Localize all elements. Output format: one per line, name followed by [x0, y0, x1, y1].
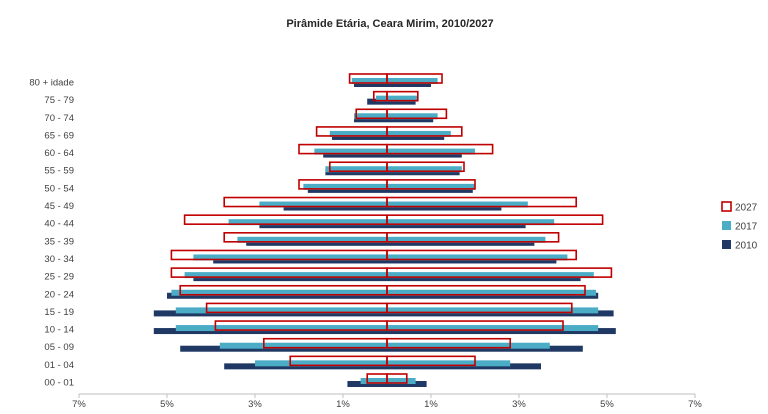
bar-2017-70-74-right	[387, 113, 438, 120]
bar-2027-00-01-right	[386, 373, 408, 384]
bar-2017-80-idade-left	[351, 78, 387, 84]
bar-2017-35-39-left	[237, 236, 387, 243]
bar-2027-80-idade-right	[386, 73, 443, 84]
bar-2017-05-09-left	[219, 342, 387, 349]
y-tick-label-30-34: 30 - 34	[44, 254, 74, 265]
bar-2017-75-79-left	[376, 95, 387, 102]
bar-2027-65-69-right	[386, 126, 463, 137]
bar-2017-30-34-right	[387, 254, 568, 261]
legend-swatch-2017	[722, 221, 731, 230]
bar-2017-00-01-left	[360, 378, 387, 384]
bar-2017-20-24-left	[171, 289, 387, 296]
y-tick-label-05-09: 05 - 09	[44, 342, 74, 353]
bar-2017-00-01-right	[387, 378, 416, 384]
x-tick-label: 7%	[688, 399, 702, 410]
bar-2017-20-24-right	[387, 289, 596, 296]
bar-2017-55-59-left	[325, 166, 387, 173]
bar-2027-10-14-right	[386, 320, 564, 331]
bar-2017-60-64-right	[387, 148, 475, 155]
x-tick-label: 5%	[160, 399, 174, 410]
bar-2017-65-69-right	[387, 130, 451, 137]
y-tick-label-01-04: 01 - 04	[44, 360, 74, 371]
y-tick-label-40-44: 40 - 44	[44, 219, 74, 230]
x-tick-label: 5%	[600, 399, 614, 410]
bar-2027-20-24-right	[386, 284, 586, 296]
bars-group	[153, 73, 616, 387]
legend: 2027 2017 2010	[721, 201, 758, 252]
y-axis-labels: 00 - 01 01 - 04 05 - 09 10 - 14 15 - 19 20 - …	[29, 78, 74, 389]
bar-2027-40-44-right	[386, 214, 604, 225]
bar-2027-75-79-right	[386, 90, 419, 102]
y-tick-label-70-74: 70 - 74	[44, 113, 74, 124]
y-tick-label-75-79: 75 - 79	[44, 95, 74, 106]
bar-2017-60-64-left	[314, 148, 387, 155]
bar-2017-65-69-left	[329, 130, 387, 137]
x-tick-label: 1%	[424, 399, 438, 410]
bar-2027-50-54-right	[386, 179, 476, 190]
bar-2027-45-49-right	[386, 196, 577, 208]
bar-2027-30-34-right	[386, 249, 577, 261]
y-tick-label-45-49: 45 - 49	[44, 201, 74, 212]
y-tick-label-10-14: 10 - 14	[44, 325, 74, 336]
bar-2027-05-09-right	[386, 337, 511, 349]
bar-2017-05-09-right	[387, 342, 550, 349]
y-tick-label-25-29: 25 - 29	[44, 272, 74, 283]
bar-2017-10-14-right	[387, 325, 599, 332]
legend-label-2010: 2010	[735, 241, 758, 252]
legend-label-2017: 2017	[735, 222, 758, 233]
bar-2017-25-29-right	[387, 272, 594, 279]
legend-swatch-2010	[722, 240, 731, 249]
x-axis: 7% 5% 3% 1% 1% 3% 5% 7%	[72, 393, 702, 410]
bar-2017-01-04-left	[255, 360, 387, 367]
legend-swatch-2027	[721, 201, 732, 212]
x-tick-label: 7%	[72, 399, 86, 410]
y-tick-label-80-idade: 80 + idade	[29, 78, 74, 89]
bar-2017-01-04-right	[387, 360, 511, 367]
bar-2017-45-49-right	[387, 201, 528, 208]
bar-2027-60-64-right	[386, 143, 494, 155]
y-tick-label-35-39: 35 - 39	[44, 236, 74, 247]
x-tick-label: 3%	[248, 399, 262, 410]
bar-2017-15-19-right	[387, 307, 599, 314]
bar-2017-25-29-left	[184, 272, 387, 279]
x-tick-label: 3%	[512, 399, 526, 410]
bar-2017-70-74-left	[354, 113, 387, 120]
bar-2017-35-39-right	[387, 236, 546, 243]
bar-2017-50-54-left	[303, 183, 387, 190]
y-tick-label-00-01: 00 - 01	[44, 378, 74, 389]
y-tick-label-50-54: 50 - 54	[44, 183, 74, 194]
bar-2027-35-39-right	[386, 232, 560, 243]
bar-2017-40-44-right	[387, 219, 555, 226]
bar-2027-25-29-right	[386, 267, 613, 278]
bar-2017-80-idade-right	[387, 78, 438, 84]
y-tick-label-15-19: 15 - 19	[44, 307, 74, 318]
chart-title: Pirâmide Etária, Ceara Mirim, 2010/2027	[286, 18, 494, 30]
y-tick-label-60-64: 60 - 64	[44, 148, 74, 159]
bar-2027-55-59-right	[386, 161, 465, 173]
legend-label-2027: 2027	[735, 203, 758, 214]
bar-2017-30-34-left	[193, 254, 387, 261]
bar-2017-10-14-left	[175, 325, 387, 332]
y-tick-label-65-69: 65 - 69	[44, 130, 74, 141]
x-tick-label: 1%	[336, 399, 350, 410]
bar-2027-70-74-right	[386, 108, 448, 120]
bar-2017-50-54-right	[387, 183, 475, 190]
bar-2017-75-79-right	[387, 95, 418, 102]
bar-2017-45-49-left	[259, 201, 387, 208]
bar-2017-15-19-left	[175, 307, 387, 314]
bar-2027-15-19-right	[386, 302, 573, 314]
bar-2017-40-44-left	[228, 219, 387, 226]
y-tick-label-55-59: 55 - 59	[44, 166, 74, 177]
bar-2017-55-59-right	[387, 166, 462, 173]
bar-2027-01-04-right	[386, 355, 476, 367]
y-tick-label-20-24: 20 - 24	[44, 289, 74, 300]
